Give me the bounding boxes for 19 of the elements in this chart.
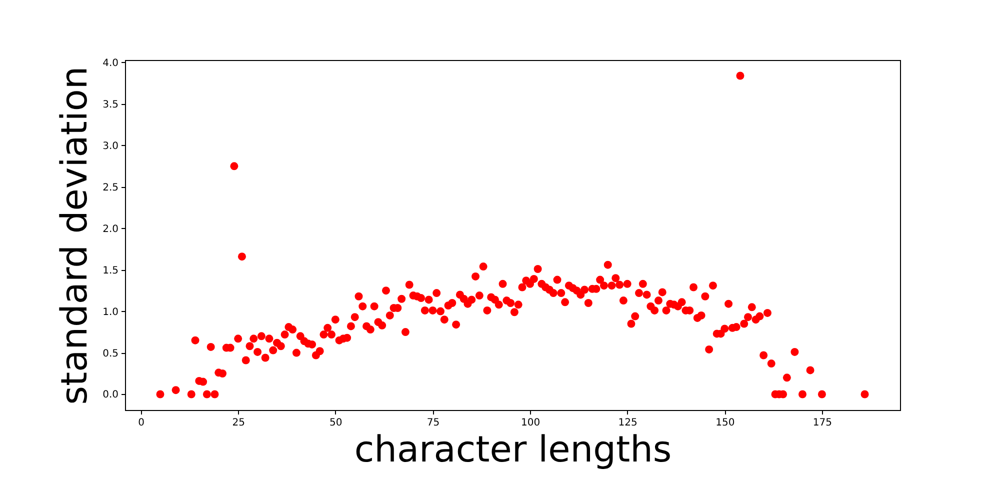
x-tick-label: 25 xyxy=(232,418,245,428)
y-tick-label: 1.5 xyxy=(102,265,118,276)
x-axis-title: character lengths xyxy=(354,430,672,470)
x-tick-label: 0 xyxy=(138,418,144,428)
y-tick-label: 2.0 xyxy=(102,224,118,235)
x-tick-label: 50 xyxy=(330,418,342,428)
x-tick-label: 100 xyxy=(520,418,540,428)
x-tick-label: 175 xyxy=(812,418,832,428)
y-tick-label: 0.0 xyxy=(102,390,118,401)
y-tick-label: 3.5 xyxy=(102,99,118,110)
y-tick-label: 0.5 xyxy=(102,348,118,360)
x-tick-label: 150 xyxy=(716,418,735,428)
y-tick-label: 4.0 xyxy=(102,58,118,69)
y-tick-label: 2.5 xyxy=(102,182,118,194)
y-axis-title: standard deviation xyxy=(54,66,96,405)
y-tick-label: 3.0 xyxy=(102,140,118,152)
y-tick-label: 1.0 xyxy=(102,306,118,318)
x-tick-label: 75 xyxy=(426,418,440,428)
x-tick-label: 125 xyxy=(618,418,638,428)
